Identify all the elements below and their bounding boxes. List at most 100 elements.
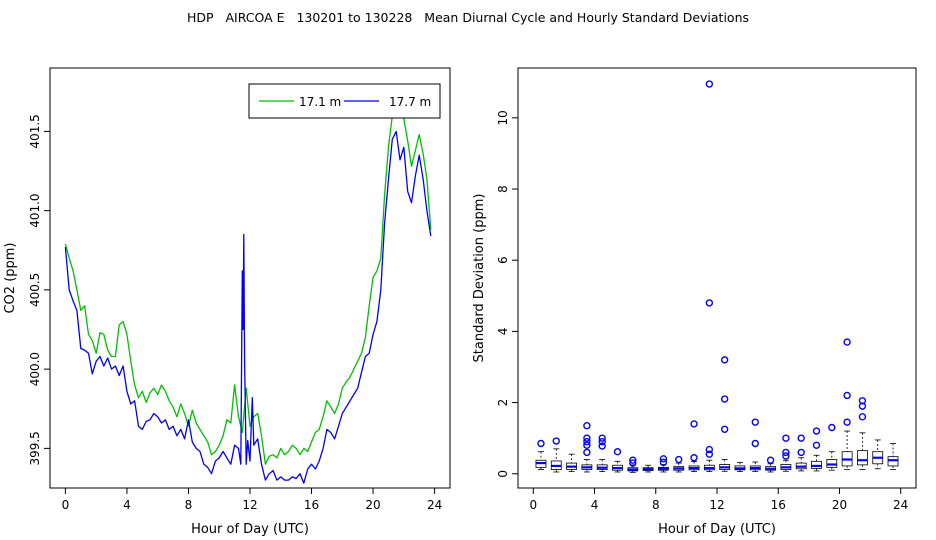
boxplot (841, 338, 853, 470)
x-tick-label: 12 (709, 498, 724, 512)
outlier-point (552, 437, 560, 445)
box (857, 450, 868, 466)
outlier-point (720, 356, 729, 364)
right-x-axis-label: Hour of Day (UTC) (658, 522, 776, 537)
outlier-point (828, 423, 836, 432)
boxplot (887, 443, 899, 470)
left-series-lines (64, 89, 432, 484)
boxplots (535, 80, 899, 473)
outlier-point (782, 434, 790, 442)
outlier-point (705, 80, 714, 88)
outlier-point (766, 456, 775, 464)
outlier-point (583, 438, 591, 446)
outlier-point (537, 439, 545, 448)
outlier-point (659, 458, 668, 467)
x-tick-label: 20 (365, 498, 380, 512)
outlier-point (782, 448, 790, 457)
x-tick-label: 16 (771, 498, 786, 512)
outlier-point (858, 397, 867, 405)
y-tick-label: 8 (496, 185, 510, 193)
outlier-point (720, 425, 729, 433)
outlier-point (690, 454, 698, 462)
boxplot (673, 455, 685, 473)
outlier-point (751, 418, 759, 426)
outlier-point (583, 441, 591, 449)
right-y-axis-label: Standard Deviation (ppm) (472, 194, 487, 363)
outlier-point (843, 391, 851, 400)
y-tick-label: 4 (496, 328, 510, 336)
boxplot (642, 464, 654, 473)
boxplot (550, 437, 562, 473)
outlier-point (583, 448, 591, 457)
outlier-point (598, 434, 606, 442)
x-tick-label: 0 (62, 498, 70, 512)
outlier-point (598, 442, 606, 450)
boxplot (719, 356, 731, 472)
boxplot (535, 439, 547, 470)
figure-title: HDP AIRCOA E 130201 to 130228 Mean Diurn… (187, 10, 749, 25)
y-tick-label: 6 (496, 256, 510, 264)
boxplot (872, 439, 884, 470)
boxplot (857, 397, 868, 470)
left-x-axis-label: Hour of Day (UTC) (191, 522, 309, 537)
boxplot (795, 434, 807, 472)
y-tick-label: 400.5 (28, 273, 42, 307)
outlier-point (583, 422, 591, 430)
boxplot (826, 423, 838, 471)
boxplot (581, 422, 593, 473)
y-tick-label: 399.5 (28, 431, 42, 465)
outlier-point (690, 420, 698, 428)
boxplot (703, 80, 715, 473)
left-y-axis-label: CO2 (ppm) (3, 242, 18, 313)
boxplot (688, 420, 700, 473)
x-tick-label: 4 (591, 498, 599, 512)
outlier-point (782, 452, 790, 460)
x-tick-label: 24 (893, 498, 908, 512)
series-line-17-1m (64, 89, 432, 465)
boxplot (612, 447, 623, 473)
outlier-point (751, 439, 759, 448)
outlier-point (629, 456, 637, 464)
outlier-point (797, 448, 805, 457)
outlier-point (705, 450, 714, 458)
outlier-point (629, 459, 637, 467)
outlier-point (812, 427, 821, 435)
boxplot (596, 434, 608, 473)
series-line-17-7m (64, 130, 432, 484)
outlier-point (858, 413, 867, 421)
outlier-point (675, 455, 683, 464)
outlier-point (613, 447, 622, 456)
legend-label: 17.7 m (389, 95, 431, 109)
outlier-point (583, 434, 591, 442)
right-plot-frame (517, 67, 917, 489)
legend: 17.1 m 17.7 m (248, 83, 441, 119)
outlier-point (598, 438, 606, 446)
x-tick-label: 16 (304, 498, 319, 512)
x-tick-label: 4 (123, 498, 131, 512)
x-tick-label: 12 (242, 498, 257, 512)
outlier-point (843, 418, 851, 426)
y-tick-label: 0 (496, 470, 510, 478)
x-tick-label: 20 (832, 498, 847, 512)
outlier-point (705, 299, 714, 307)
outlier-point (659, 455, 668, 463)
legend-label: 17.1 m (299, 95, 341, 109)
y-tick-label: 400.0 (28, 352, 42, 386)
outlier-point (812, 441, 821, 449)
boxplot (780, 434, 792, 472)
mean-diurnal-cycle-panel: 0 4 8 12 16 20 24 399.5 400.0 400.5 401.0 401.5 Hou… (3, 67, 451, 537)
boxplot (765, 456, 776, 473)
outlier-point (720, 395, 729, 403)
outlier-point (843, 338, 851, 346)
x-tick-label: 0 (529, 498, 537, 512)
outlier-point (797, 434, 805, 442)
y-tick-label: 2 (496, 399, 510, 407)
y-tick-label: 10 (496, 110, 510, 125)
x-tick-label: 24 (427, 498, 442, 512)
left-axes: 0 4 8 12 16 20 24 399.5 400.0 400.5 401.0 401.5 (28, 114, 442, 512)
y-tick-label: 401.0 (28, 193, 42, 227)
